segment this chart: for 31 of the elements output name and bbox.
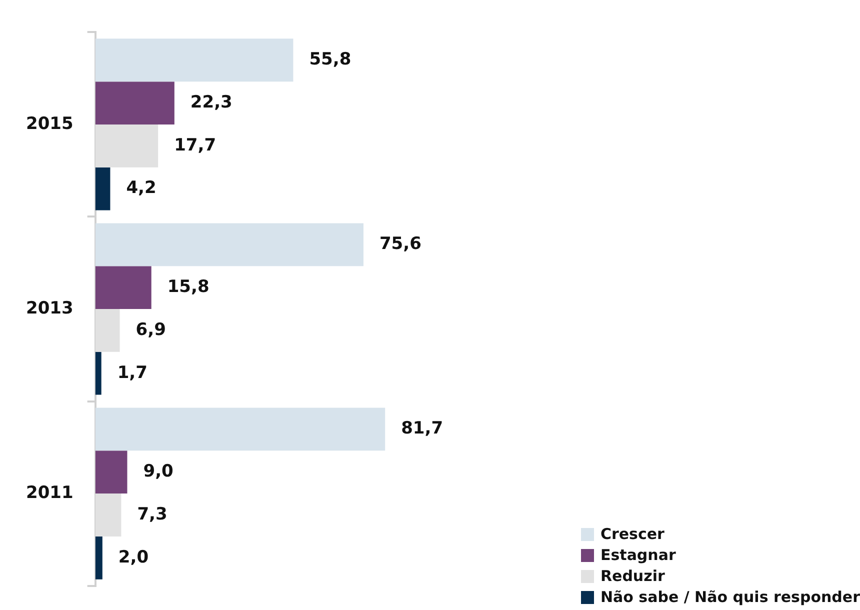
- bar: [95, 450, 128, 494]
- bar: [95, 536, 102, 580]
- bar: [95, 167, 110, 210]
- data-label: 81,7: [401, 418, 444, 439]
- legend-label: Não sabe / Não quis responder: [600, 588, 860, 606]
- bar: [95, 352, 102, 395]
- data-label: 7,3: [137, 504, 168, 524]
- bar: [95, 223, 364, 266]
- y-tick-label: 2015: [26, 114, 74, 134]
- legend-label: Reduzir: [600, 567, 665, 585]
- bar: [95, 494, 122, 536]
- data-label: 75,6: [379, 234, 422, 254]
- bar: [95, 408, 386, 451]
- bar: [95, 266, 152, 309]
- data-label: 9,0: [143, 462, 174, 482]
- y-tick-label: 2013: [26, 298, 74, 318]
- data-label: 6,9: [136, 320, 166, 340]
- legend-label: Estagnar: [600, 546, 676, 564]
- data-label: 22,3: [190, 92, 232, 112]
- bar: [95, 124, 158, 168]
- data-label: 15,8: [167, 276, 210, 297]
- data-label: 1,7: [117, 362, 148, 383]
- data-label: 4,2: [126, 178, 156, 198]
- legend-label: Crescer: [600, 525, 664, 543]
- data-label: 55,8: [309, 50, 352, 70]
- bar: [95, 38, 294, 82]
- bar: [95, 309, 120, 352]
- bar: [95, 82, 174, 124]
- y-tick-label: 2011: [26, 482, 74, 503]
- data-label: 2,0: [118, 547, 149, 568]
- data-label: 17,7: [174, 135, 216, 156]
